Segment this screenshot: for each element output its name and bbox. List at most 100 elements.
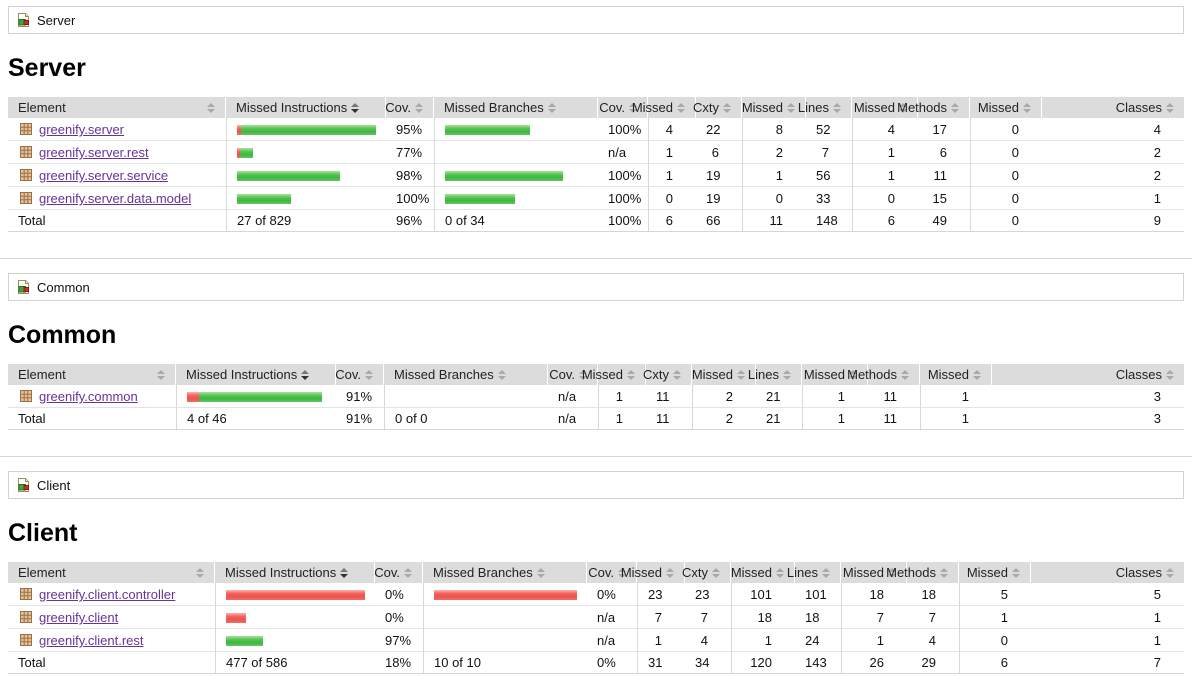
- col-header-label: Missed: [691, 367, 733, 382]
- counter-cell: 7: [841, 606, 907, 629]
- col-header-5-missed[interactable]: Missed: [582, 364, 646, 385]
- total-counter-cell: 21: [756, 408, 802, 430]
- col-header-11-missed[interactable]: Missed: [959, 562, 1031, 583]
- coverage-bar: [445, 170, 588, 181]
- col-header-4-cov[interactable]: Cov.: [598, 97, 648, 118]
- package-link[interactable]: greenify.client: [39, 610, 119, 625]
- package-link[interactable]: greenify.common: [39, 389, 138, 404]
- instr-bar-cell: [226, 118, 386, 141]
- col-header-11-missed[interactable]: Missed: [920, 364, 992, 385]
- counter-cell: 5: [959, 583, 1031, 606]
- col-header-8-lines[interactable]: Lines: [798, 97, 852, 118]
- total-label: Total: [8, 652, 215, 674]
- col-header-8-lines[interactable]: Lines: [787, 562, 841, 583]
- col-header-8-lines[interactable]: Lines: [748, 364, 802, 385]
- col-header-2-cov[interactable]: Cov.: [385, 97, 434, 118]
- col-header-2-cov[interactable]: Cov.: [374, 562, 423, 583]
- col-header-12-classes[interactable]: Classes: [1042, 97, 1184, 118]
- total-branch-ratio: 0 of 0: [384, 408, 548, 430]
- counter-cell: 15: [918, 187, 970, 210]
- coverage-bar: [445, 124, 588, 135]
- package-link[interactable]: greenify.server.data.model: [39, 191, 192, 206]
- col-header-5-missed[interactable]: Missed: [632, 97, 696, 118]
- col-header-label: Element: [18, 565, 66, 580]
- breadcrumb: Common: [8, 273, 1184, 301]
- col-header-label: Cov.: [599, 100, 625, 115]
- col-header-label: Missed: [853, 100, 895, 115]
- sort-arrows-icon: [899, 102, 907, 113]
- counter-cell: 23: [685, 583, 731, 606]
- col-header-3-missed-branches[interactable]: Missed Branches: [384, 364, 548, 385]
- instr-bar-cell: [215, 629, 375, 652]
- col-header-9-missed[interactable]: Missed: [802, 364, 868, 385]
- col-header-1-missed-instructions[interactable]: Missed Instructions: [226, 97, 386, 118]
- col-header-9-missed[interactable]: Missed: [841, 562, 907, 583]
- instr-cov-cell: 77%: [386, 141, 434, 164]
- element-cell: greenify.server.data.model: [8, 187, 226, 210]
- counter-cell: 101: [731, 583, 795, 606]
- col-header-7-missed[interactable]: Missed: [692, 364, 756, 385]
- package-link[interactable]: greenify.server: [39, 122, 125, 137]
- col-header-10-methods[interactable]: Methods: [897, 97, 970, 118]
- counter-cell: 1: [648, 164, 696, 187]
- coverage-bar: [445, 193, 588, 204]
- sort-arrows-icon: [547, 102, 556, 113]
- col-header-label: Classes: [1115, 367, 1162, 382]
- total-counter-cell: 120: [731, 652, 795, 674]
- counter-cell: 6: [696, 141, 742, 164]
- col-header-2-cov[interactable]: Cov.: [335, 364, 384, 385]
- col-header-0-element[interactable]: Element: [8, 562, 215, 583]
- col-header-0-element[interactable]: Element: [8, 364, 176, 385]
- col-header-label: Missed: [730, 565, 772, 580]
- total-counter-cell: 1: [598, 408, 646, 430]
- col-header-4-cov[interactable]: Cov.: [587, 562, 637, 583]
- col-header-label: Cov.: [588, 565, 614, 580]
- col-header-6-cxty[interactable]: Cxty: [693, 97, 742, 118]
- package-icon: [18, 168, 39, 183]
- col-header-12-classes[interactable]: Classes: [992, 364, 1184, 385]
- col-header-label: Missed Branches: [394, 367, 494, 382]
- package-link[interactable]: greenify.client.rest: [39, 633, 144, 648]
- col-header-6-cxty[interactable]: Cxty: [643, 364, 692, 385]
- counter-cell: 11: [868, 385, 920, 408]
- col-header-label: Methods: [897, 100, 947, 115]
- col-header-6-cxty[interactable]: Cxty: [682, 562, 731, 583]
- branch-cov-cell: 100%: [598, 118, 648, 141]
- counter-cell: 1: [598, 385, 646, 408]
- package-link[interactable]: greenify.server.service: [39, 168, 169, 183]
- col-header-0-element[interactable]: Element: [8, 97, 226, 118]
- coverage-report-icon: [15, 279, 31, 295]
- sort-arrows-icon: [157, 369, 165, 380]
- col-header-11-missed[interactable]: Missed: [970, 97, 1042, 118]
- col-header-label: Cxty: [693, 100, 719, 115]
- col-header-10-methods[interactable]: Methods: [847, 364, 920, 385]
- col-header-7-missed[interactable]: Missed: [742, 97, 806, 118]
- instr-cov-cell: 91%: [336, 385, 384, 408]
- col-header-7-missed[interactable]: Missed: [731, 562, 795, 583]
- col-header-4-cov[interactable]: Cov.: [548, 364, 598, 385]
- counter-cell: 4: [852, 118, 918, 141]
- counter-cell: 22: [696, 118, 742, 141]
- counter-cell: 2: [1042, 164, 1184, 187]
- counter-cell: 7: [637, 606, 685, 629]
- col-header-label: Cxty: [682, 565, 708, 580]
- total-counter-cell: 11: [868, 408, 920, 430]
- col-header-label: Cov.: [549, 367, 575, 382]
- counter-cell: 18: [795, 606, 841, 629]
- covered-bar-segment: [445, 170, 563, 181]
- package-link[interactable]: greenify.server.rest: [39, 145, 149, 160]
- col-header-10-methods[interactable]: Methods: [886, 562, 959, 583]
- col-header-3-missed-branches[interactable]: Missed Branches: [423, 562, 587, 583]
- table-row: greenify.client 0% n/a 7 7 18 18 7 7 1 1: [8, 606, 1184, 629]
- element-cell: greenify.client: [8, 606, 215, 629]
- col-header-label: Missed Instructions: [186, 367, 298, 382]
- col-header-5-missed[interactable]: Missed: [621, 562, 685, 583]
- col-header-1-missed-instructions[interactable]: Missed Instructions: [215, 562, 375, 583]
- counter-cell: 1: [742, 164, 806, 187]
- col-header-12-classes[interactable]: Classes: [1031, 562, 1184, 583]
- sort-arrows-icon: [723, 102, 731, 113]
- col-header-3-missed-branches[interactable]: Missed Branches: [434, 97, 598, 118]
- col-header-9-missed[interactable]: Missed: [852, 97, 918, 118]
- package-link[interactable]: greenify.client.controller: [39, 587, 176, 602]
- col-header-1-missed-instructions[interactable]: Missed Instructions: [176, 364, 336, 385]
